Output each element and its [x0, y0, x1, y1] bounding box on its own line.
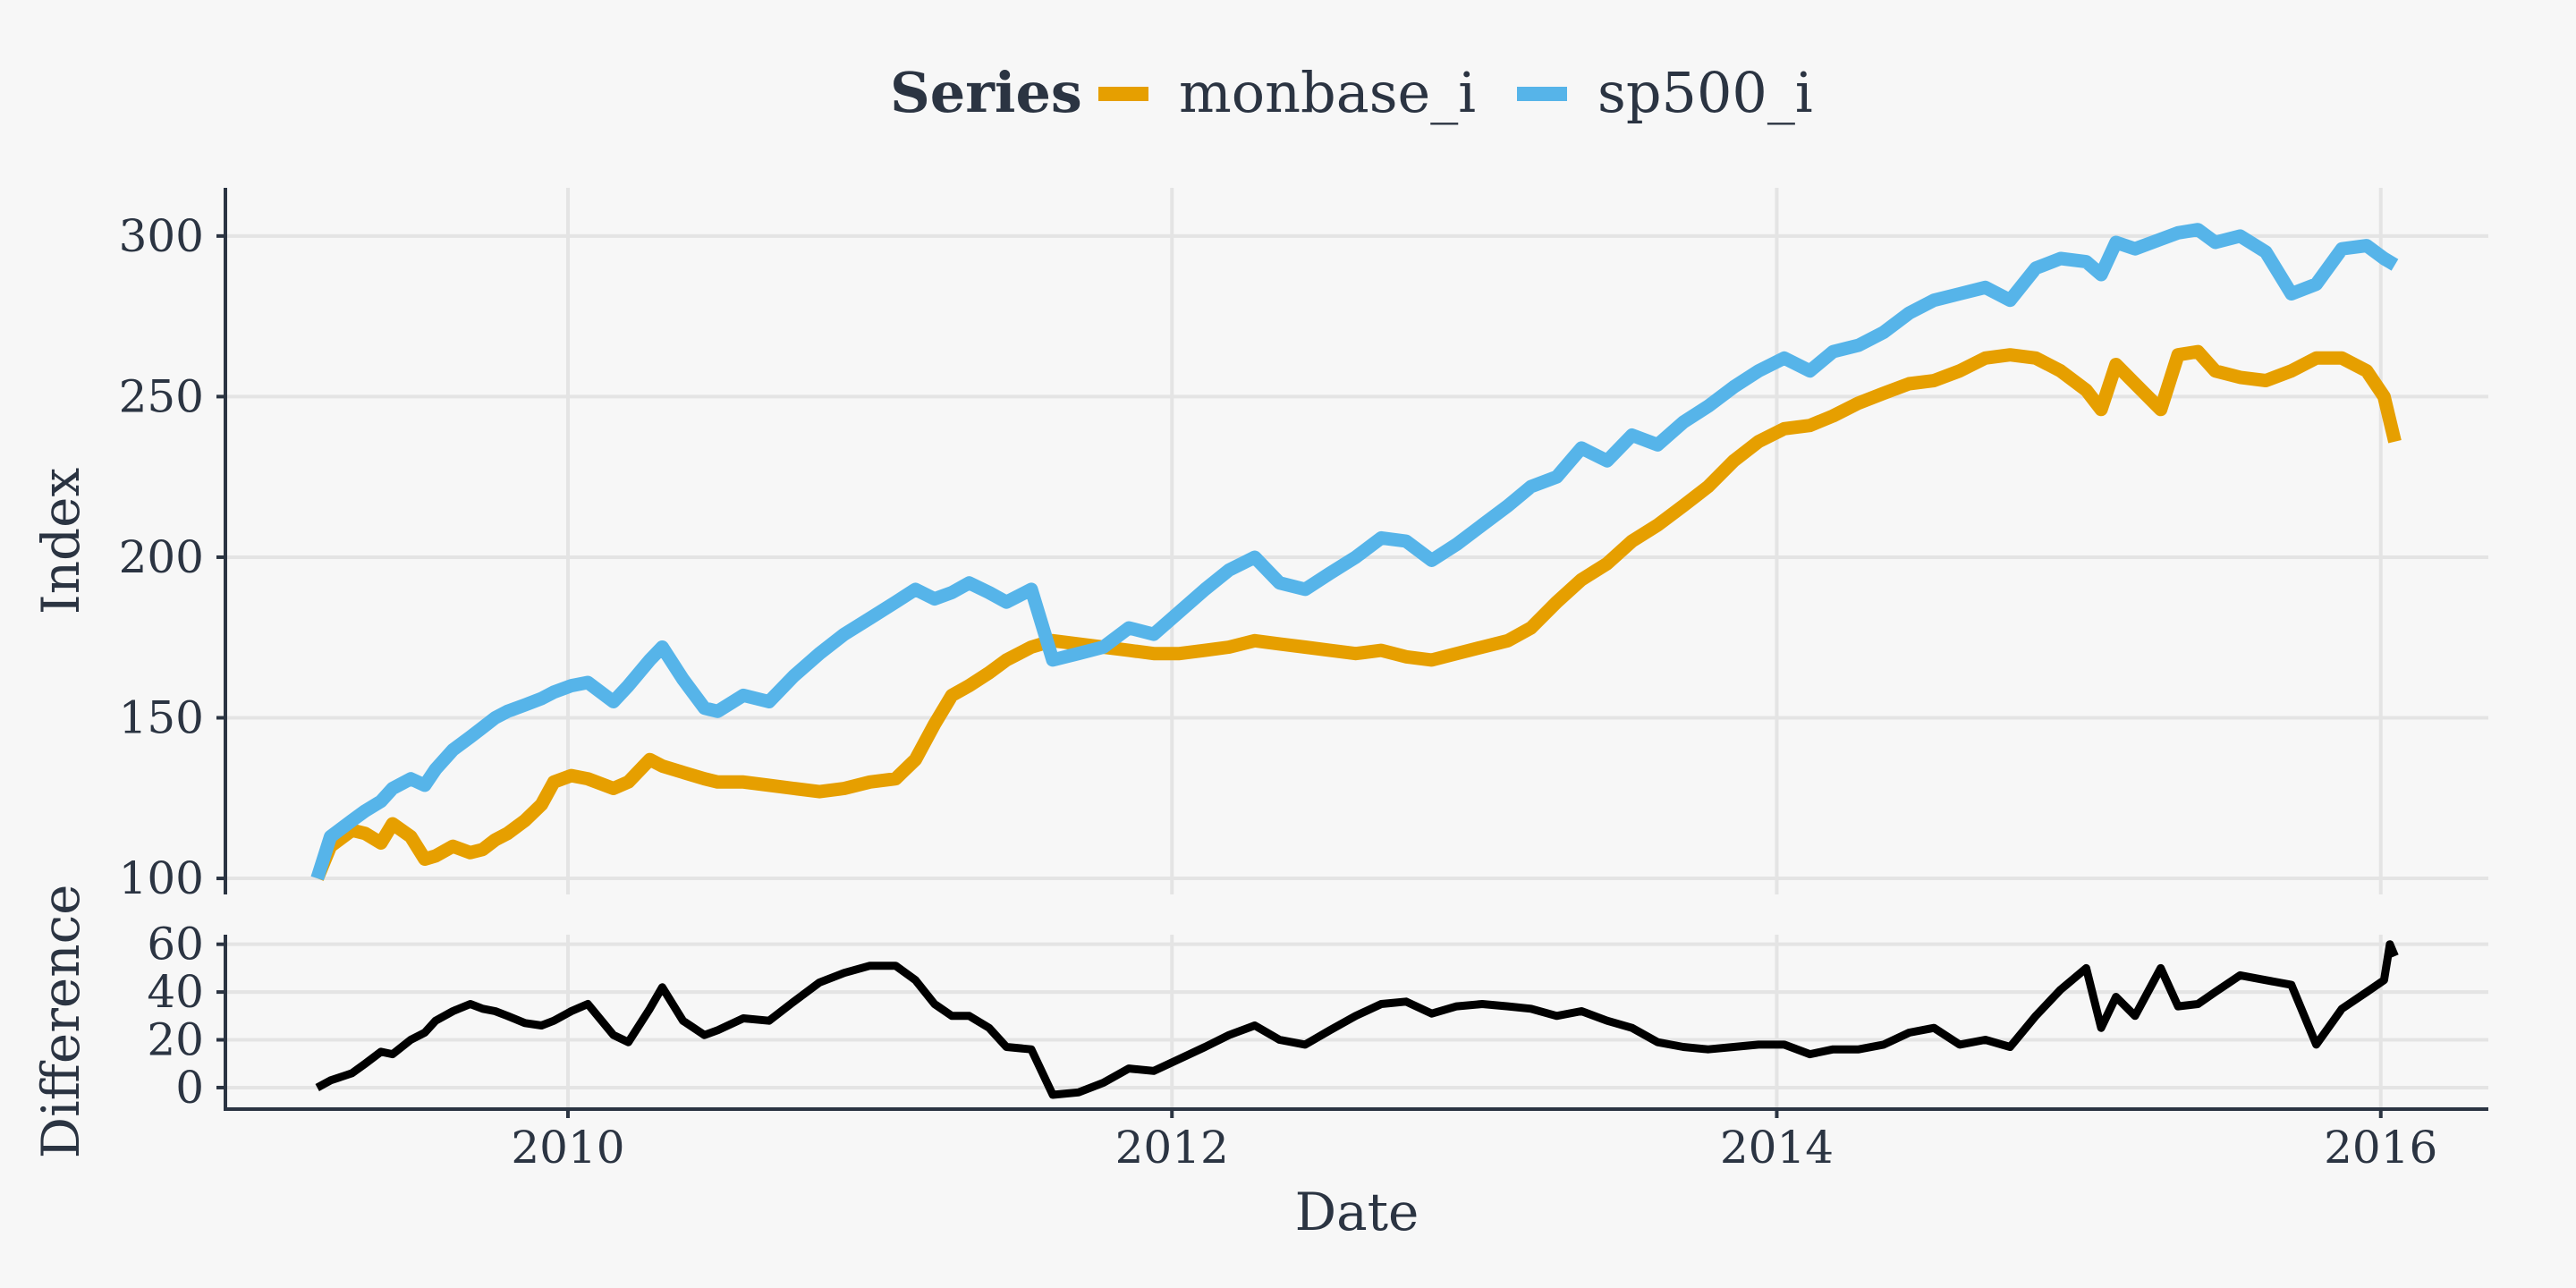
- top-y-tick-label-300: 300: [119, 210, 204, 262]
- series-line-sp500-i: [310, 223, 2399, 881]
- bottom-y-axis-title: Difference: [30, 885, 91, 1159]
- bottom-panel-series: [315, 940, 2399, 1099]
- top-panel-grid: [225, 188, 2488, 894]
- bottom-y-tick-label-60: 60: [147, 919, 204, 970]
- bottom-y-tick-label-20: 20: [147, 1014, 204, 1066]
- legend: Series monbase_i sp500_i: [890, 60, 1813, 125]
- x-tick-label-2016: 2016: [2324, 1122, 2437, 1174]
- top-panel-series: [310, 223, 2402, 881]
- x-tick-label-2010: 2010: [511, 1122, 624, 1174]
- legend-swatch-sp500-i: [1517, 87, 1567, 101]
- bottom-y-tick-label-0: 0: [175, 1062, 204, 1114]
- x-tick-labels: 2010 2012 2014 2016: [511, 1109, 2437, 1174]
- x-axis-title: Date: [1295, 1182, 1419, 1242]
- top-y-axis-title: Index: [30, 468, 91, 614]
- top-y-tick-labels: 100 150 200 250 300: [119, 210, 225, 904]
- x-tick-label-2012: 2012: [1115, 1122, 1229, 1174]
- top-y-tick-label-100: 100: [119, 852, 204, 904]
- bottom-y-tick-label-40: 40: [147, 966, 204, 1018]
- series-line-monbase-i: [310, 344, 2402, 881]
- x-tick-label-2014: 2014: [1720, 1122, 1834, 1174]
- top-y-tick-label-150: 150: [119, 692, 204, 744]
- legend-label-sp500-i: sp500_i: [1597, 60, 1813, 125]
- top-y-tick-label-250: 250: [119, 370, 204, 422]
- top-y-tick-label-200: 200: [119, 531, 204, 583]
- bottom-panel-grid: [225, 935, 2488, 1109]
- legend-title: Series: [890, 60, 1082, 125]
- legend-swatch-monbase-i: [1098, 87, 1148, 101]
- series-line-difference: [315, 940, 2399, 1099]
- legend-label-monbase-i: monbase_i: [1179, 60, 1476, 125]
